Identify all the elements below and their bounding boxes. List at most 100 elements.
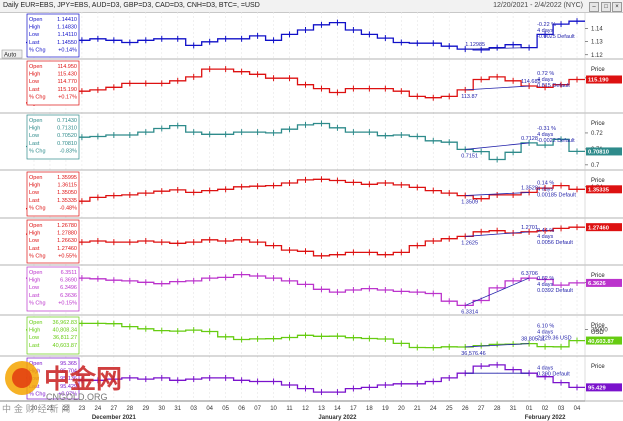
readout-value: 1.14410 xyxy=(57,17,77,23)
trend-annotation-line xyxy=(465,85,530,91)
readout-value: 0.71430 xyxy=(57,118,77,124)
time-tick-label: 20 xyxy=(398,406,405,412)
time-tick-label: 21 xyxy=(414,406,421,412)
annotation-text: 0.72 % xyxy=(537,71,554,77)
last-price-tag xyxy=(586,336,622,345)
last-price-value: 1.35335 xyxy=(588,188,610,194)
last-price-value: 6.3626 xyxy=(588,281,607,287)
readout-label: % Chg xyxy=(29,94,46,100)
time-tick-label: 26 xyxy=(462,406,469,412)
readout-label: High xyxy=(29,278,40,284)
minimize-icon[interactable]: – xyxy=(589,2,599,12)
price-tick-label: 0.7 xyxy=(591,163,600,169)
annotation-text: 4 days xyxy=(537,282,553,288)
readout-value: 95.136 xyxy=(60,376,77,382)
annotation-text: 6.10 % xyxy=(537,323,554,329)
readout-label: % Chg xyxy=(29,148,46,154)
maximize-icon[interactable]: □ xyxy=(601,2,611,12)
last-price-value: 95.429 xyxy=(588,386,607,392)
watermark-logo: 中金网 CNGOLD.ORG 中 金 财 经 新 闻 xyxy=(2,361,122,414)
annotation-text: 0.44 % xyxy=(537,228,554,234)
readout-value: 114.950 xyxy=(58,64,77,70)
annotation-text: 0.62 % xyxy=(537,276,554,282)
readout-value: 115.190 xyxy=(58,87,77,93)
readout-value: 1.26630 xyxy=(57,238,77,244)
time-tick-label: 28 xyxy=(126,406,133,412)
time-tick-label: 17 xyxy=(350,406,357,412)
time-tick-label: 19 xyxy=(382,406,389,412)
series-line-gbp xyxy=(26,178,585,210)
annotation-text: 4 days xyxy=(537,234,553,240)
readout-label: Last xyxy=(29,87,40,93)
annotation-text: 4 days xyxy=(537,77,553,83)
time-tick-label: 03 xyxy=(558,406,565,412)
annotation-end-value: 1.2701 xyxy=(521,225,538,231)
readout-label: Low xyxy=(29,79,39,85)
trend-annotation-line xyxy=(465,343,530,348)
last-price-tag xyxy=(586,383,622,392)
annotation-text: 4 days xyxy=(537,132,553,138)
last-price-value: 0.70810 xyxy=(588,150,609,156)
trend-annotation-line xyxy=(465,142,530,150)
readout-value: -0.48% xyxy=(60,205,78,211)
trend-annotation-line xyxy=(465,47,530,50)
currency-label: USD xyxy=(591,330,604,336)
price-tick-label: 1.12 xyxy=(591,53,603,59)
annotation-start-value: 1.3509 xyxy=(461,200,478,206)
series-line-btc xyxy=(26,322,585,349)
readout-label: Open xyxy=(29,118,42,124)
annotation-text: -0.0025 Default xyxy=(537,34,575,40)
date-range: 12/20/2021 - 2/4/2022 (NYC) xyxy=(493,2,583,9)
readout-label: Last xyxy=(29,141,40,147)
readout-value: 1.27460 xyxy=(57,246,77,252)
price-tick-label: 1.14 xyxy=(591,26,603,32)
watermark-main: 中金网 xyxy=(44,364,122,395)
annotation-text: -0.31 % xyxy=(537,126,556,132)
ohlc-readout-box xyxy=(26,114,80,160)
annotation-value: 1.12985 xyxy=(465,42,485,48)
annotation-text: -0.22 % xyxy=(537,22,556,28)
time-tick-label: 05 xyxy=(222,406,229,412)
time-tick-label: 30 xyxy=(158,406,165,412)
annotation-end-value: 1.3528 xyxy=(521,185,538,191)
readout-value: 1.35335 xyxy=(57,198,77,204)
last-price-value: 40,603.87 xyxy=(588,339,614,345)
readout-label: High xyxy=(29,183,40,189)
annotation-text: 0.290 Default xyxy=(537,372,570,378)
price-tick-label: 1.13 xyxy=(591,40,603,46)
readout-label: High xyxy=(29,126,40,132)
readout-label: High xyxy=(29,25,40,31)
time-tick-label: 21 xyxy=(47,406,54,412)
readout-value: 1.26780 xyxy=(57,223,77,229)
close-icon[interactable]: × xyxy=(612,2,622,12)
series-line-usd xyxy=(26,364,585,393)
panel-eur[interactable]: 1.12985 -0.22 %4 days-0.0025 Default Open 1… xyxy=(0,12,623,60)
readout-value: 1.14110 xyxy=(58,32,77,38)
time-tick-label: 02 xyxy=(542,406,549,412)
last-price-value: 1.27460 xyxy=(588,225,609,231)
time-tick-label: 31 xyxy=(174,406,181,412)
readout-label: Low xyxy=(29,335,39,341)
watermark-tagline: 中 金 财 经 新 闻 xyxy=(2,403,70,414)
readout-value: 6.3496 xyxy=(60,285,77,291)
last-price-tag xyxy=(586,185,622,194)
month-label: December 2021 xyxy=(92,415,137,421)
panel-aud[interactable]: 0.7151 0.7128 -0.31 %4 days-0.0022 Default… xyxy=(0,113,623,171)
last-price-tag xyxy=(586,75,622,84)
readout-label: Open xyxy=(29,17,42,23)
annotation-text: 0.0056 Default xyxy=(537,240,573,246)
window-title-bar: Daily EUR=EBS, JPY=EBS, AUD=D3, GBP=D3, … xyxy=(0,0,623,13)
auto-scale-button[interactable] xyxy=(1,49,23,59)
readout-value: +0.15% xyxy=(58,300,77,306)
last-price-tag xyxy=(586,147,622,156)
time-tick-label: 25 xyxy=(446,406,453,412)
readout-label: Last xyxy=(29,293,40,299)
price-axis-label: Price xyxy=(591,273,605,279)
readout-value: 95.704 xyxy=(60,369,77,375)
